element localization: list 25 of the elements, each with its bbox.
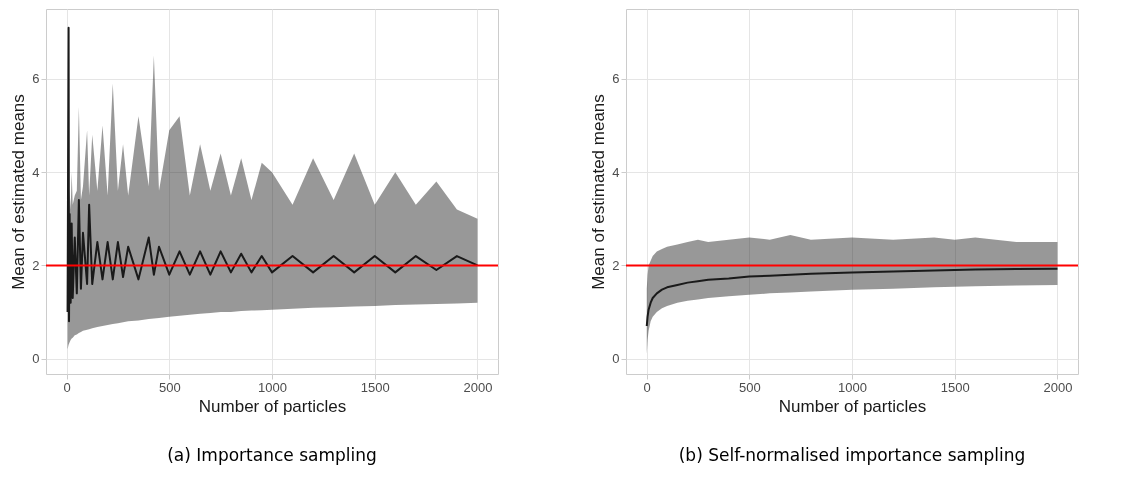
y-tick-label: 2: [32, 257, 40, 273]
x-axis-title: Number of particles: [778, 396, 927, 416]
line-series: [645, 267, 1059, 327]
x-tick-label: 1000: [838, 379, 867, 395]
y-tick-label: 4: [612, 164, 620, 180]
x-axis-title: Number of particles: [198, 396, 347, 416]
x-tick-label: 2000: [1043, 379, 1073, 395]
x-tick-label: 2000: [463, 379, 493, 395]
y-tick-label: 6: [32, 71, 40, 87]
y-tick-label: 0: [612, 351, 620, 367]
y-tick-label: 0: [32, 351, 40, 367]
text: (b) Self-normalised importance sampling: [678, 445, 1026, 465]
x-tick-label: 1500: [940, 379, 970, 395]
y-tick-label: 2: [612, 257, 620, 273]
x-tick-label: 500: [738, 379, 761, 395]
x-tick-label: 500: [158, 379, 181, 395]
text: (a) Importance sampling: [167, 445, 377, 465]
y-tick-label: 4: [32, 164, 40, 180]
y-axis-title: Mean of estimated means: [589, 94, 609, 290]
y-axis-title: Mean of estimated means: [9, 94, 29, 290]
y-tick-label: 6: [612, 71, 620, 87]
x-tick-label: 0: [643, 379, 651, 395]
x-tick-label: 1500: [360, 379, 390, 395]
x-tick-label: 1000: [258, 379, 287, 395]
x-tick-label: 0: [63, 379, 71, 395]
